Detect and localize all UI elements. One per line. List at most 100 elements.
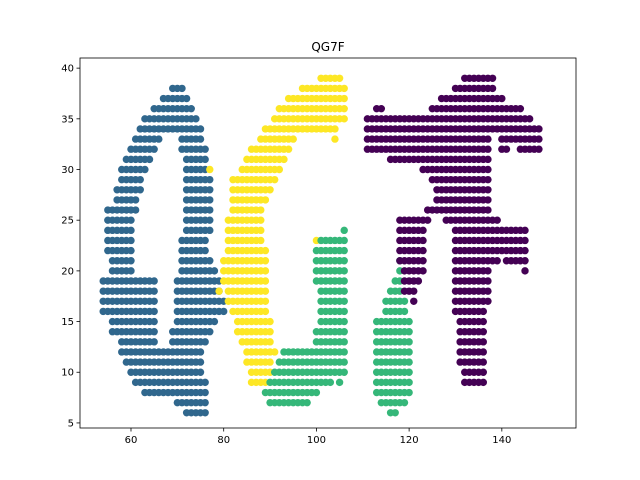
data-point bbox=[266, 186, 274, 194]
data-point bbox=[419, 267, 427, 275]
data-point bbox=[206, 186, 214, 194]
data-point bbox=[131, 196, 140, 204]
data-point bbox=[150, 328, 158, 336]
data-point bbox=[136, 186, 144, 194]
data-point bbox=[201, 338, 209, 346]
data-point bbox=[331, 135, 339, 143]
data-point bbox=[521, 267, 529, 275]
data-point bbox=[484, 206, 492, 214]
data-point bbox=[150, 338, 158, 346]
data-point bbox=[155, 135, 163, 143]
data-point bbox=[331, 125, 339, 133]
data-point bbox=[419, 226, 427, 235]
data-point bbox=[187, 104, 195, 113]
x-tick-label: 120 bbox=[400, 435, 419, 446]
data-point bbox=[201, 378, 209, 387]
data-point bbox=[340, 246, 348, 255]
x-tick-label: 80 bbox=[217, 435, 230, 446]
data-point bbox=[488, 84, 497, 93]
data-point bbox=[521, 226, 529, 235]
data-point bbox=[405, 348, 413, 356]
data-point bbox=[257, 226, 265, 235]
data-point bbox=[201, 236, 209, 245]
data-point bbox=[257, 206, 265, 214]
data-point bbox=[201, 155, 209, 164]
data-point bbox=[484, 175, 492, 184]
data-point bbox=[340, 328, 348, 336]
data-point bbox=[340, 277, 348, 285]
data-point bbox=[340, 236, 348, 245]
data-point bbox=[270, 175, 279, 184]
data-point bbox=[150, 145, 158, 153]
data-point bbox=[266, 317, 274, 326]
data-point bbox=[335, 74, 344, 82]
data-point bbox=[340, 358, 348, 366]
data-point bbox=[206, 175, 214, 184]
data-point bbox=[201, 145, 209, 153]
data-point bbox=[201, 409, 209, 417]
y-tick-label: 10 bbox=[61, 368, 74, 379]
data-point bbox=[220, 307, 228, 316]
data-point bbox=[340, 368, 348, 376]
data-point bbox=[196, 135, 205, 143]
data-point bbox=[340, 115, 348, 123]
data-point bbox=[150, 307, 158, 316]
data-point bbox=[196, 125, 205, 133]
data-point bbox=[419, 257, 427, 265]
data-point bbox=[502, 145, 511, 153]
data-point bbox=[127, 236, 135, 245]
data-point bbox=[261, 307, 270, 316]
data-point bbox=[340, 297, 348, 305]
data-point bbox=[419, 246, 427, 255]
data-point bbox=[484, 267, 492, 275]
data-point bbox=[303, 398, 311, 407]
data-point bbox=[127, 257, 135, 265]
data-point bbox=[479, 368, 487, 376]
series-1 bbox=[206, 74, 348, 387]
chart-title: QG7F bbox=[311, 40, 344, 54]
data-point bbox=[410, 297, 418, 305]
data-point bbox=[206, 328, 214, 336]
data-point bbox=[127, 246, 135, 255]
data-point bbox=[391, 409, 399, 417]
data-point bbox=[201, 388, 209, 397]
data-point bbox=[201, 398, 209, 407]
series-3 bbox=[363, 74, 543, 387]
data-point bbox=[340, 348, 348, 356]
data-point bbox=[275, 165, 284, 174]
data-point bbox=[150, 297, 158, 305]
data-point bbox=[145, 155, 154, 164]
data-point bbox=[127, 226, 135, 235]
data-point bbox=[493, 216, 501, 224]
data-point bbox=[484, 145, 492, 153]
data-point bbox=[206, 165, 214, 174]
x-axis: 60 80 100 120 140 bbox=[125, 428, 511, 446]
data-point bbox=[340, 317, 348, 326]
data-point bbox=[488, 74, 497, 82]
data-point bbox=[340, 338, 348, 346]
data-point bbox=[535, 125, 543, 133]
data-point bbox=[206, 226, 214, 235]
data-point bbox=[516, 104, 525, 113]
data-point bbox=[206, 196, 214, 204]
data-point bbox=[479, 338, 487, 346]
data-point bbox=[405, 328, 413, 336]
y-tick-label: 20 bbox=[61, 266, 74, 277]
data-point bbox=[405, 378, 413, 387]
y-axis: 5 10 15 20 25 30 35 40 bbox=[61, 64, 80, 429]
data-point bbox=[150, 287, 158, 295]
data-point bbox=[484, 287, 492, 295]
data-point bbox=[498, 94, 506, 103]
data-point bbox=[257, 216, 265, 224]
data-point bbox=[400, 297, 409, 305]
data-point bbox=[261, 246, 270, 255]
data-point bbox=[335, 378, 344, 387]
y-tick-label: 15 bbox=[61, 317, 74, 328]
y-tick-label: 30 bbox=[61, 165, 74, 176]
data-point bbox=[400, 307, 409, 316]
data-point bbox=[340, 307, 348, 316]
data-point bbox=[484, 135, 492, 143]
data-point bbox=[150, 317, 158, 326]
y-tick-label: 25 bbox=[61, 216, 74, 227]
